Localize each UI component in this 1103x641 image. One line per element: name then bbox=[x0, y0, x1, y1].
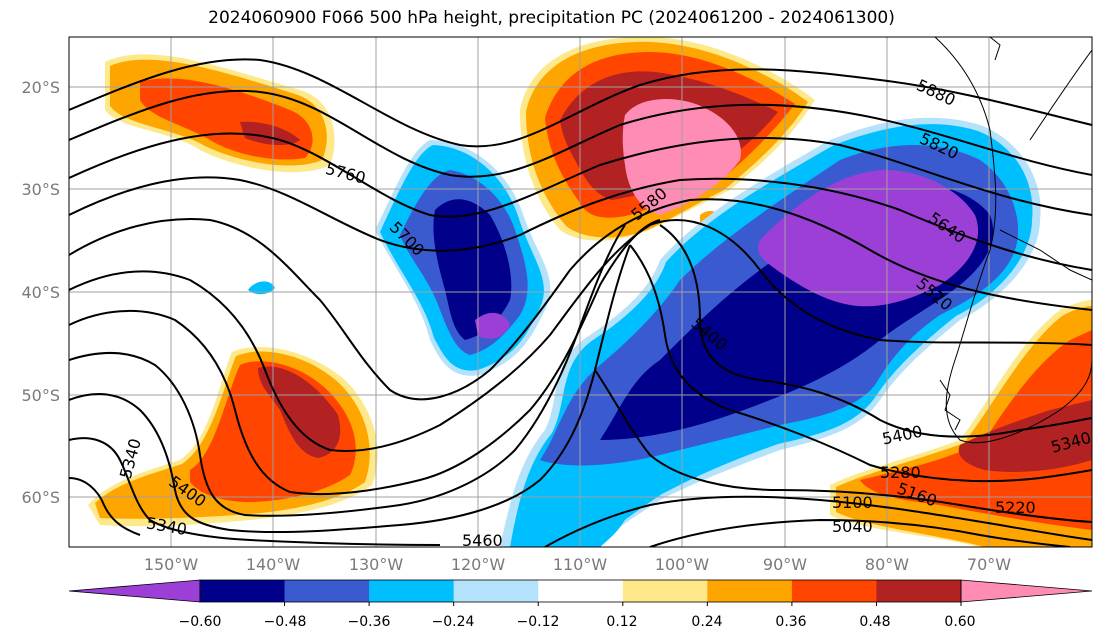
contour-label: 5220 bbox=[995, 498, 1036, 517]
colorbar-segment bbox=[538, 580, 624, 602]
colorbar-tick: −0.12 bbox=[517, 614, 560, 630]
lon-label: 80°W bbox=[865, 555, 909, 574]
lon-label: 120°W bbox=[451, 555, 506, 574]
lat-label: 30°S bbox=[21, 180, 60, 199]
colorbar-segment bbox=[453, 580, 539, 602]
colorbar-tick: 0.12 bbox=[606, 614, 637, 630]
lat-label: 50°S bbox=[21, 386, 60, 405]
contour-label: 5100 bbox=[832, 493, 873, 512]
colorbar-tick: 0.48 bbox=[859, 614, 890, 630]
lon-label: 110°W bbox=[553, 555, 608, 574]
colorbar-segment bbox=[707, 580, 793, 602]
colorbar-tick: −0.36 bbox=[348, 614, 391, 630]
colorbar-segment bbox=[876, 580, 962, 602]
lon-label: 130°W bbox=[349, 555, 404, 574]
lat-label: 60°S bbox=[21, 488, 60, 507]
precip-field bbox=[88, 37, 1092, 547]
height-contours bbox=[69, 58, 1092, 547]
colorbar-segment bbox=[284, 580, 370, 602]
colorbar-tick: 0.24 bbox=[691, 614, 722, 630]
colorbar-segment bbox=[369, 580, 455, 602]
lon-label: 90°W bbox=[763, 555, 807, 574]
lat-label: 20°S bbox=[21, 78, 60, 97]
colorbar-tick: −0.60 bbox=[179, 614, 222, 630]
lon-label: 140°W bbox=[246, 555, 301, 574]
colorbar-tick: −0.48 bbox=[264, 614, 307, 630]
lon-label: 150°W bbox=[144, 555, 199, 574]
lon-label: 70°W bbox=[967, 555, 1011, 574]
lon-label: 100°W bbox=[655, 555, 710, 574]
colorbar-segment bbox=[200, 580, 286, 602]
coastline bbox=[934, 37, 1092, 444]
colorbar-extend-low bbox=[68, 579, 201, 603]
longitude-labels: 150°W 140°W 130°W 120°W 110°W 100°W 90°W… bbox=[144, 555, 1011, 574]
colorbar-tick: −0.24 bbox=[432, 614, 475, 630]
colorbar bbox=[68, 579, 1093, 606]
contour-label: 5280 bbox=[880, 463, 921, 482]
colorbar-segment bbox=[791, 580, 877, 602]
map-frame bbox=[68, 36, 1093, 548]
colorbar-tick: 0.60 bbox=[944, 614, 975, 630]
lat-label: 40°S bbox=[21, 283, 60, 302]
colorbar-frame bbox=[199, 579, 962, 603]
colorbar-extend-high bbox=[960, 579, 1093, 603]
colorbar-tick-labels: −0.60 −0.48 −0.36 −0.24 −0.12 0.12 0.24 … bbox=[179, 614, 976, 630]
colorbar-segment bbox=[622, 580, 708, 602]
latitude-labels: 20°S 30°S 40°S 50°S 60°S bbox=[21, 78, 60, 507]
contour-label: 5040 bbox=[832, 517, 873, 536]
colorbar-tick: 0.36 bbox=[775, 614, 806, 630]
contour-label: 5460 bbox=[462, 531, 503, 550]
map-title: 2024060900 F066 500 hPa height, precipit… bbox=[208, 8, 895, 28]
